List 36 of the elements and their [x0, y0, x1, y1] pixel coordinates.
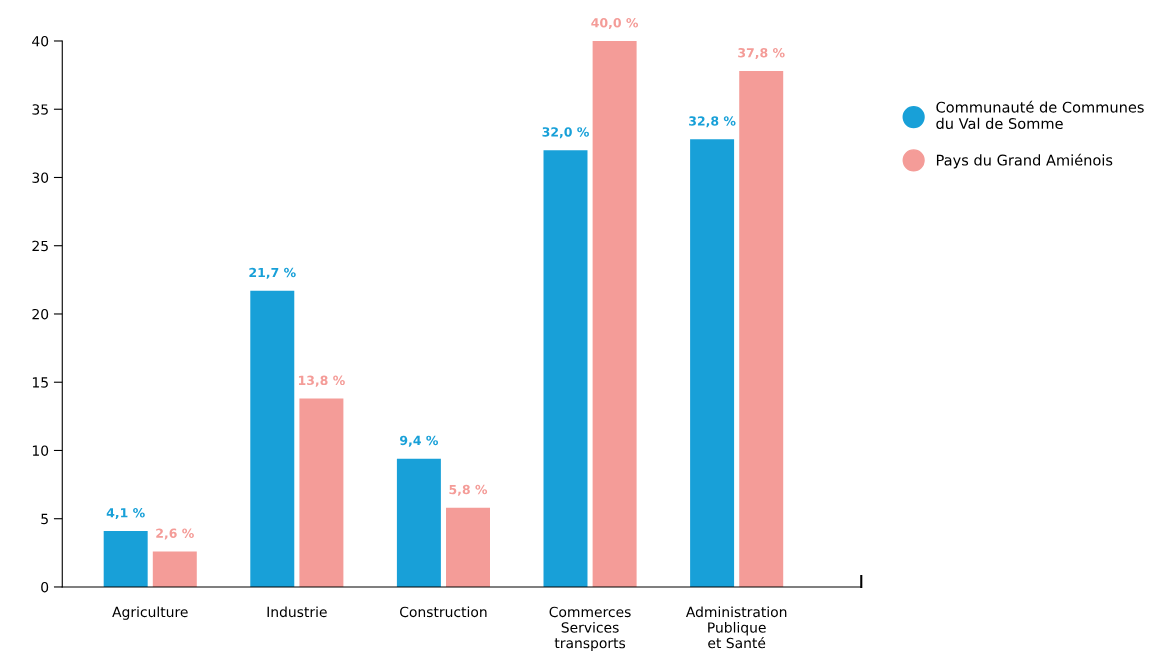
data-label: 40,0 % [591, 17, 639, 30]
data-label: 37,8 % [738, 48, 785, 60]
data-label: 4,1 % [106, 508, 145, 520]
bar [250, 290, 295, 587]
y-tick-label: 10 [32, 445, 49, 456]
data-label: 5,8 % [449, 484, 488, 496]
bar [446, 507, 490, 587]
x-tick-label: Commerces Services transports [549, 606, 631, 651]
y-tick-label: 25 [32, 240, 48, 252]
bar [299, 398, 344, 587]
data-label: 32,8 % [689, 116, 736, 128]
x-tick-label: Industrie [267, 606, 327, 618]
data-label: 21,7 % [249, 267, 296, 279]
data-label: 2,6 % [156, 528, 194, 540]
bar [739, 71, 784, 587]
y-tick-label: 35 [32, 104, 48, 115]
bar [543, 150, 588, 587]
legend-label: Pays du Grand Amiénois [936, 153, 1113, 169]
bar [690, 139, 735, 587]
y-tick-label: 30 [32, 172, 49, 183]
data-label: 9,4 % [400, 435, 439, 447]
y-tick-label: 20 [32, 308, 49, 320]
x-tick-label: Agriculture [112, 606, 188, 620]
y-tick-label: 40 [32, 35, 49, 47]
y-tick-label: 0 [41, 581, 49, 593]
bar [152, 551, 197, 587]
y-tick-label: 5 [41, 513, 48, 525]
data-label: 32,0 % [542, 127, 589, 139]
legend-label: Communauté de Communes du Val de Somme [936, 100, 1144, 130]
x-tick-label: Administration Publique et Santé [685, 606, 787, 649]
bar [396, 458, 441, 587]
x-tick-label: Construction [400, 606, 487, 618]
bar [592, 40, 637, 587]
data-label: 13,8 % [298, 375, 345, 387]
bar [103, 531, 148, 587]
y-tick-label: 15 [32, 377, 48, 388]
